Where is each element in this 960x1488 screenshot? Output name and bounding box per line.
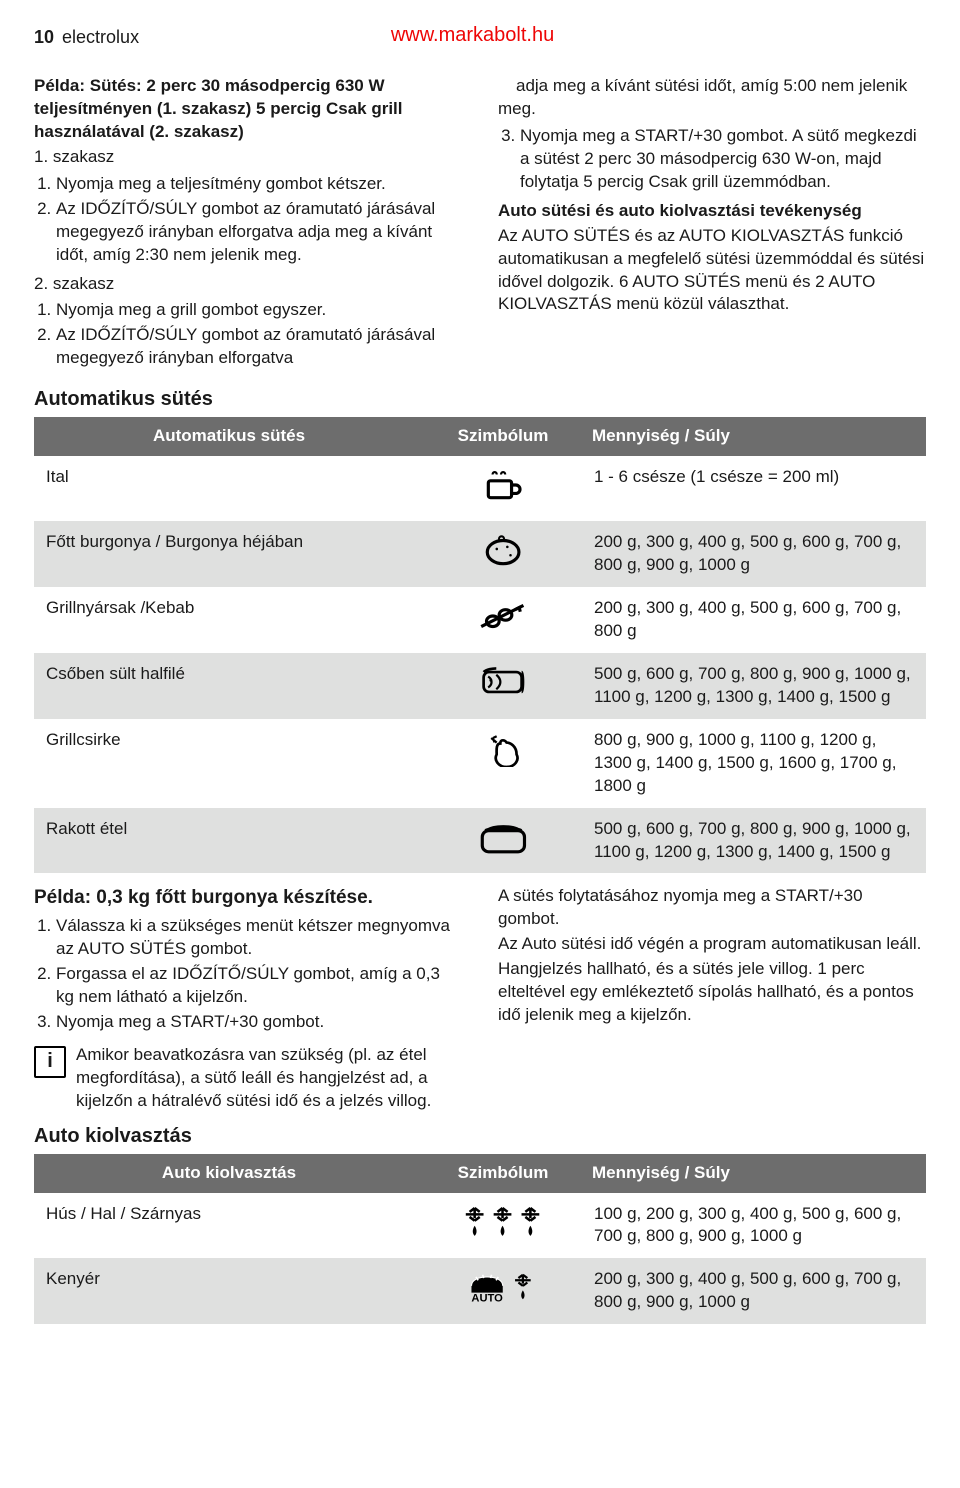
example2-left: Példa: 0,3 kg főtt burgonya készítése. V…	[34, 885, 462, 1112]
col-qty: Mennyiség / Súly	[582, 1154, 926, 1193]
fish-icon	[424, 653, 582, 719]
col-symbol: Szimbólum	[424, 417, 582, 456]
auto-defrost-title: Auto kiolvasztás	[34, 1123, 926, 1150]
col-name: Automatikus sütés	[34, 417, 424, 456]
example2-right: A sütés folytatásához nyomja meg a START…	[498, 885, 926, 1112]
col-name: Auto kiolvasztás	[34, 1154, 424, 1193]
source-url: www.markabolt.hu	[391, 22, 554, 49]
casserole-icon	[424, 808, 582, 874]
auto-activity-head: Auto sütési és auto kiolvasztási tevéken…	[498, 200, 926, 223]
col-symbol: Szimbólum	[424, 1154, 582, 1193]
row-name: Csőben sült halfilé	[34, 653, 424, 719]
row-qty: 800 g, 900 g, 1000 g, 1100 g, 1200 g, 13…	[582, 719, 926, 808]
row-qty: 200 g, 300 g, 400 g, 500 g, 600 g, 700 g…	[582, 587, 926, 653]
example-title: Példa: Sütés: 2 perc 30 másodpercig 630 …	[34, 75, 462, 144]
auto-activity-body: Az AUTO SÜTÉS és az AUTO KIOLVASZTÁS fun…	[498, 225, 926, 317]
potato-icon	[424, 521, 582, 587]
table-row: Kenyér 200 g, 300 g, 400 g, 500 g, 600 g,…	[34, 1258, 926, 1324]
skewer-icon	[424, 587, 582, 653]
table-row: Hús / Hal / Szárnyas 100 g, 200 g, 300 g,…	[34, 1193, 926, 1259]
table-row: Csőben sült halfilé 500 g, 600 g, 700 g, …	[34, 653, 926, 719]
brand: electrolux	[62, 27, 139, 47]
stage2-label: 2. szakasz	[34, 273, 462, 296]
table-row: Főtt burgonya / Burgonya héjában 200 g, 3…	[34, 521, 926, 587]
row-qty: 1 - 6 csésze (1 csésze = 200 ml)	[582, 456, 926, 521]
list-item: Nyomja meg a teljesítmény gombot kétszer…	[56, 173, 462, 196]
info-block: i Amikor beavatkozásra van szükség (pl. …	[34, 1044, 462, 1113]
row-name: Rakott étel	[34, 808, 424, 874]
list-item: Az IDŐZÍTŐ/SÚLY gombot az óramutató járá…	[56, 324, 462, 370]
row-qty: 200 g, 300 g, 400 g, 500 g, 600 g, 700 g…	[582, 521, 926, 587]
info-icon: i	[34, 1046, 66, 1078]
list-item: Nyomja meg a START/+30 gombot. A sütő me…	[520, 125, 926, 194]
list-item: Forgassa el az IDŐZÍTŐ/SÚLY gombot, amíg…	[56, 963, 462, 1009]
defrost3-icon	[424, 1193, 582, 1259]
row-name: Grillnyársak /Kebab	[34, 587, 424, 653]
bread-icon	[424, 1258, 582, 1324]
col-qty: Mennyiség / Súly	[582, 417, 926, 456]
table-row: Rakott étel 500 g, 600 g, 700 g, 800 g, 9…	[34, 808, 926, 874]
list-item: Nyomja meg a START/+30 gombot.	[56, 1011, 462, 1034]
list-item: Válassza ki a szükséges menüt kétszer me…	[56, 915, 462, 961]
chicken-icon	[424, 719, 582, 808]
stage2-list: Nyomja meg a grill gombot egyszer. Az ID…	[34, 299, 462, 370]
row-qty: 500 g, 600 g, 700 g, 800 g, 900 g, 1000 …	[582, 653, 926, 719]
right-list: Nyomja meg a START/+30 gombot. A sütő me…	[498, 125, 926, 194]
cup-icon	[424, 456, 582, 521]
row-name: Ital	[34, 456, 424, 521]
row-qty: 100 g, 200 g, 300 g, 400 g, 500 g, 600 g…	[582, 1193, 926, 1259]
ex2-p3: Hangjelzés hallható, és a sütés jele vil…	[498, 958, 926, 1027]
auto-defrost-table: Auto kiolvasztás Szimbólum Mennyiség / S…	[34, 1154, 926, 1325]
table-row: Grillcsirke 800 g, 900 g, 1000 g, 1100 g,…	[34, 719, 926, 808]
row-name: Grillcsirke	[34, 719, 424, 808]
info-text: Amikor beavatkozásra van szükség (pl. az…	[76, 1044, 462, 1113]
ex2-p1: A sütés folytatásához nyomja meg a START…	[498, 885, 926, 931]
row-name: Hús / Hal / Szárnyas	[34, 1193, 424, 1259]
list-item: Az IDŐZÍTŐ/SÚLY gombot az óramutató járá…	[56, 198, 462, 267]
right-column: adja meg a kívánt sütési időt, amíg 5:00…	[498, 75, 926, 376]
list-item: Nyomja meg a grill gombot egyszer.	[56, 299, 462, 322]
cont-line: adja meg a kívánt sütési időt, amíg 5:00…	[498, 75, 926, 121]
row-qty: 200 g, 300 g, 400 g, 500 g, 600 g, 700 g…	[582, 1258, 926, 1324]
stage1-label: 1. szakasz	[34, 146, 462, 169]
auto-cook-title: Automatikus sütés	[34, 386, 926, 413]
row-name: Főtt burgonya / Burgonya héjában	[34, 521, 424, 587]
left-column: Példa: Sütés: 2 perc 30 másodpercig 630 …	[34, 75, 462, 376]
stage1-list: Nyomja meg a teljesítmény gombot kétszer…	[34, 173, 462, 267]
table-row: Grillnyársak /Kebab 200 g, 300 g, 400 g, …	[34, 587, 926, 653]
table-row: Ital 1 - 6 csésze (1 csésze = 200 ml)	[34, 456, 926, 521]
example2-steps: Válassza ki a szükséges menüt kétszer me…	[34, 915, 462, 1034]
page-header: 10 electrolux	[34, 25, 139, 49]
row-qty: 500 g, 600 g, 700 g, 800 g, 900 g, 1000 …	[582, 808, 926, 874]
example2-title: Példa: 0,3 kg főtt burgonya készítése.	[34, 885, 462, 911]
ex2-p2: Az Auto sütési idő végén a program autom…	[498, 933, 926, 956]
page-number: 10	[34, 27, 54, 47]
row-name: Kenyér	[34, 1258, 424, 1324]
auto-cook-table: Automatikus sütés Szimbólum Mennyiség / …	[34, 417, 926, 873]
